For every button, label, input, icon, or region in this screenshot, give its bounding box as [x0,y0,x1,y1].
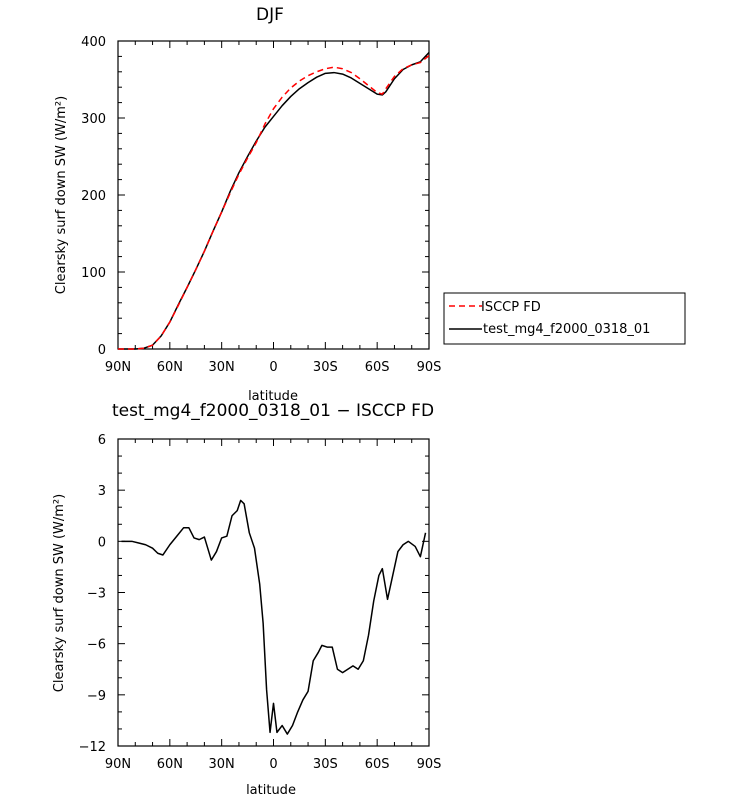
bottom-chart-title: test_mg4_f2000_0318_01 − ISCCP FD [112,401,434,421]
top-chart-panel: DJF 90N 60N 30N 0 30S 60S 90S 0 100 200 300 400 la… [54,5,686,404]
top-x-tick-label: 90S [417,360,442,375]
bottom-x-tick-labels: 90N 60N 30N 0 30S 60S 90S [105,757,442,772]
bottom-x-tick-label: 0 [269,757,277,772]
bottom-x-tick-label: 30S [313,757,338,772]
bottom-x-tick-label: 30N [209,757,235,772]
bottom-y-tick-label: −6 [87,638,106,653]
top-plot-frame [117,40,430,350]
bottom-axis-ticks [117,438,430,747]
bottom-x-axis-label: latitude [246,783,296,798]
top-x-tick-label: 0 [269,360,277,375]
bottom-y-tick-label: −12 [79,740,106,755]
bottom-plot-frame [117,438,430,747]
bottom-chart-panel: test_mg4_f2000_0318_01 − ISCCP FD 90N 60N… [52,401,441,798]
top-y-axis-label: Clearsky surf down SW (W/m²) [54,96,69,294]
top-axis-ticks [117,40,430,350]
top-y-tick-label: 300 [81,112,106,127]
bottom-series-line-0 [121,499,427,735]
legend-label-test: test_mg4_f2000_0318_01 [483,322,650,337]
legend: ISCCP FD test_mg4_f2000_0318_01 [443,292,686,345]
bottom-y-tick-label: 3 [98,484,106,499]
top-y-tick-labels: 0 100 200 300 400 [81,35,106,358]
top-y-tick-label: 400 [81,35,106,50]
top-x-tick-label: 30S [313,360,338,375]
top-x-tick-label: 90N [105,360,131,375]
bottom-x-tick-label: 60S [365,757,390,772]
bottom-y-axis-label: Clearsky surf down SW (W/m²) [52,494,67,692]
legend-box [443,292,686,345]
top-y-tick-label: 200 [81,189,106,204]
top-y-tick-label: 0 [98,343,106,358]
top-x-axis-label: latitude [248,389,298,404]
top-series-line-0 [118,55,430,350]
top-x-tick-labels: 90N 60N 30N 0 30S 60S 90S [105,360,442,375]
bottom-y-tick-label: 6 [98,433,106,448]
top-series-line-1 [118,52,430,350]
bottom-y-tick-label: 0 [98,535,106,550]
top-x-tick-label: 60S [365,360,390,375]
legend-label-isccp: ISCCP FD [481,300,541,315]
bottom-y-tick-label: −3 [87,587,106,602]
bottom-x-tick-label: 90N [105,757,131,772]
top-series-lines [118,52,430,350]
top-x-tick-label: 30N [209,360,235,375]
bottom-y-tick-labels: −12 −9 −6 −3 0 3 6 [79,433,106,755]
bottom-x-tick-label: 60N [157,757,183,772]
bottom-series-lines [121,499,427,735]
top-y-tick-label: 100 [81,266,106,281]
top-chart-title: DJF [256,5,284,25]
top-x-tick-label: 60N [157,360,183,375]
bottom-y-tick-label: −9 [87,689,106,704]
bottom-x-tick-label: 90S [417,757,442,772]
